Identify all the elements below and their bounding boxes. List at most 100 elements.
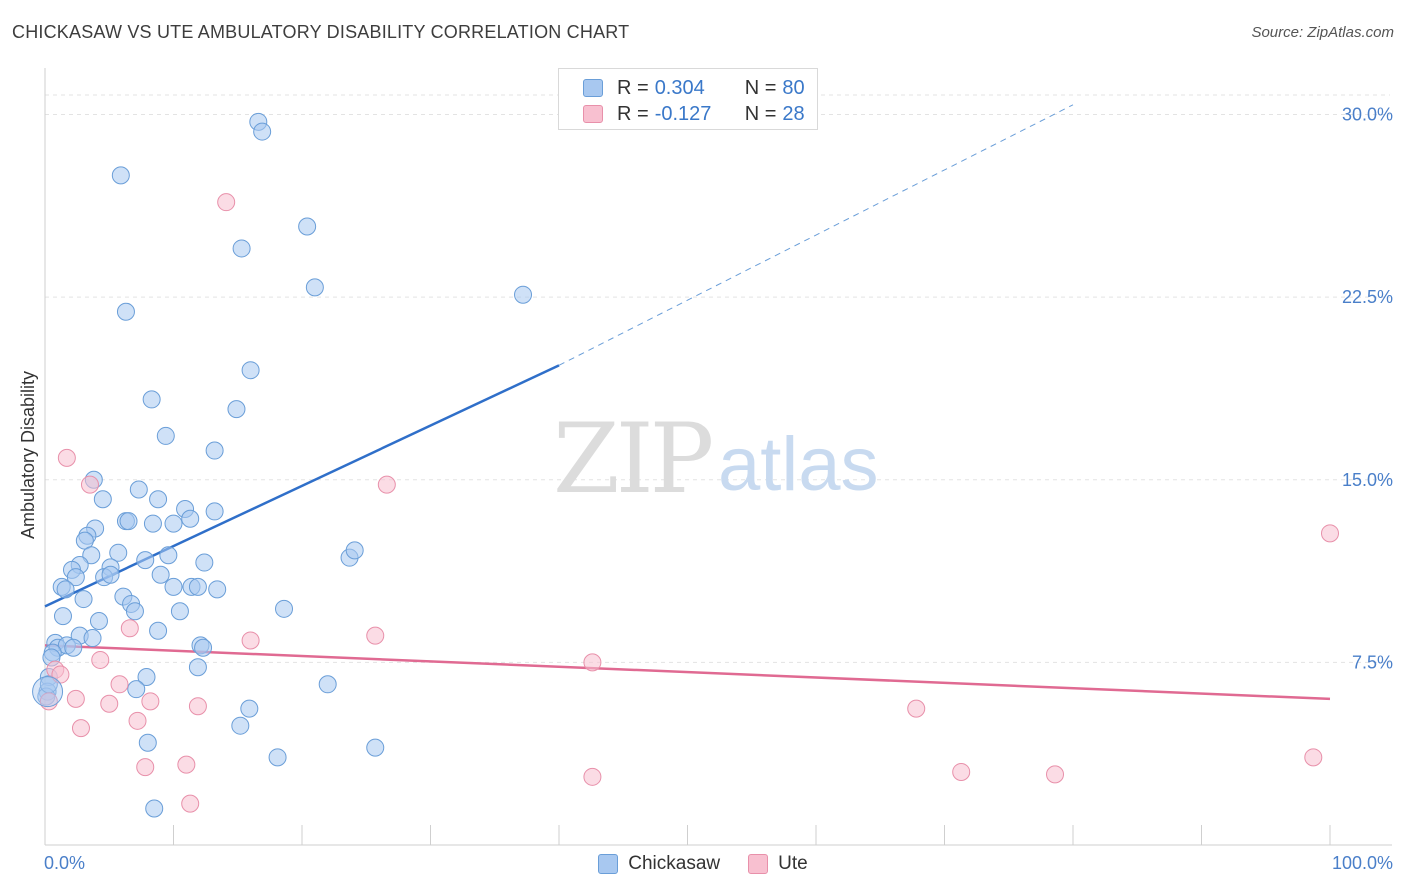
chickasaw-point (232, 239, 251, 258)
legend-swatch-chickasaw (598, 854, 619, 874)
chickasaw-point (137, 667, 156, 686)
chickasaw-point (82, 546, 101, 565)
legend-swatch-ute (748, 854, 769, 874)
chickasaw-point (101, 565, 120, 584)
chickasaw-point (305, 278, 324, 297)
ute-point (136, 758, 155, 777)
chickasaw-point (89, 611, 108, 630)
legend-n-label: N = (744, 76, 777, 99)
ute-point (66, 689, 85, 708)
chickasaw-point (318, 675, 337, 694)
ute-point (1046, 765, 1065, 784)
legend-row-chickasaw: R = 0.304 N = 80 (583, 75, 805, 101)
chickasaw-point (268, 748, 287, 767)
chickasaw-point (149, 490, 168, 509)
chickasaw-point (164, 577, 183, 596)
chickasaw-point (83, 629, 102, 648)
chickasaw-point (275, 599, 294, 618)
ute-trend-line (44, 644, 1331, 701)
legend-row-ute: R = -0.127 N = 28 (583, 101, 805, 127)
chickasaw-point (109, 543, 128, 562)
tick-labels: 7.5% 15.0% 22.5% 30.0% 0.0% 100.0% (44, 105, 1393, 873)
chickasaw-point (159, 546, 178, 565)
legend-r-value: 0.304 (654, 76, 705, 99)
y-tick-label: 30.0% (1342, 105, 1393, 125)
chickasaw-point (205, 502, 224, 521)
y-tick-label: 22.5% (1342, 287, 1393, 307)
ute-point (188, 697, 207, 716)
chickasaw-point (298, 217, 317, 236)
legend-r-label: R = (617, 76, 649, 99)
chickasaw-point (181, 509, 200, 528)
watermark-atlas: atlas (718, 422, 879, 507)
ute-point (583, 653, 602, 672)
chickasaw-cluster-point (32, 676, 64, 708)
chickasaw-point (149, 621, 168, 640)
legend-label-chickasaw: Chickasaw (628, 853, 721, 874)
x-tick-label: 100.0% (1332, 853, 1393, 873)
watermark: ZIP atlas (553, 403, 879, 515)
ute-point (1321, 524, 1339, 543)
chickasaw-point (227, 400, 246, 419)
chickasaw-point (53, 607, 72, 626)
chickasaw-point (240, 699, 259, 718)
ute-point (80, 475, 99, 494)
legend-item-ute: Ute (748, 853, 808, 875)
chickasaw-point (138, 733, 157, 752)
ute-point (952, 762, 971, 781)
chickasaw-point (164, 514, 183, 533)
ute-point (141, 692, 160, 711)
ute-point (128, 711, 147, 730)
ute-point (377, 475, 396, 494)
chickasaw-point (188, 658, 207, 677)
source-label: Source: ZipAtlas.com (1251, 24, 1394, 41)
chickasaw-point (514, 285, 533, 304)
chickasaw-point (188, 577, 207, 596)
y-tick-label: 15.0% (1342, 470, 1393, 490)
legend-n-value: 28 (782, 102, 805, 125)
ute-point (907, 699, 926, 718)
ute-point (241, 631, 260, 650)
chickasaw-point (345, 541, 364, 560)
ute-point (120, 619, 139, 638)
legend-label-ute: Ute (778, 853, 808, 874)
ute-point (110, 675, 129, 694)
ute-point (1304, 748, 1323, 767)
chickasaw-point (56, 580, 75, 599)
chickasaw-point (208, 580, 227, 599)
chickasaw-point (125, 602, 144, 621)
chickasaw-point (142, 390, 161, 409)
chickasaw-point (194, 638, 213, 657)
series-legend: Chickasaw Ute (0, 850, 1406, 878)
chickasaw-point (111, 166, 130, 185)
x-tick-label: 0.0% (44, 853, 85, 873)
chickasaw-trend-extension (558, 104, 1074, 366)
chickasaw-point (231, 716, 250, 735)
chickasaw-point (129, 480, 148, 499)
chickasaw-point (74, 590, 93, 609)
watermark-zip: ZIP (553, 403, 712, 515)
legend-item-chickasaw: Chickasaw (598, 853, 720, 875)
chickasaw-point (205, 441, 224, 460)
ute-point (71, 719, 90, 738)
ute-point (57, 448, 76, 467)
chickasaw-point (119, 512, 138, 531)
ute-point (583, 767, 602, 786)
ute-point (177, 755, 196, 774)
legend-r-value: -0.127 (654, 102, 712, 125)
chickasaw-point (136, 551, 155, 570)
chickasaw-point (170, 602, 189, 621)
legend-r-label: R = (617, 102, 649, 125)
chickasaw-point (241, 361, 260, 380)
chickasaw-point (143, 514, 162, 533)
chickasaw-point (93, 490, 112, 509)
chickasaw-point (366, 738, 385, 757)
y-axis-label: Ambulatory Disability (18, 370, 38, 540)
chickasaw-point (151, 565, 170, 584)
ute-point (91, 650, 110, 669)
chickasaw-point (145, 799, 164, 818)
ute-point (181, 794, 200, 813)
stats-legend: R = 0.304 N = 80 R = -0.127 N = 28 (558, 68, 818, 130)
ute-point (100, 694, 119, 713)
